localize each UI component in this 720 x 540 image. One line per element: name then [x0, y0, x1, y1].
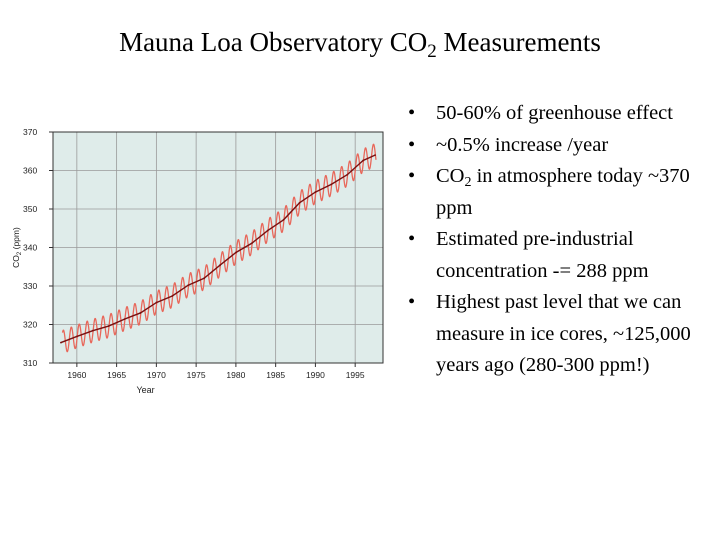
trend-point [107, 325, 110, 327]
trend-point [234, 251, 237, 254]
x-tick-label: 1970 [147, 370, 166, 380]
trend-point [203, 277, 205, 280]
trend-point [346, 173, 349, 176]
axis-ticks: 1960 1965 1970 1975 1980 1985 1990 1995 310 320 33… [23, 127, 365, 380]
y-tick-label: 350 [23, 204, 37, 214]
slide-title: Mauna Loa Observatory CO2 Measurements [119, 27, 601, 62]
trend-point [91, 329, 94, 332]
bullet-item: ~0.5% increase /year [405, 130, 710, 162]
x-axis-label: Year [136, 385, 154, 395]
bullet-item: Estimated pre-industrial concentration -… [405, 224, 710, 287]
x-tick-label: 1980 [226, 370, 245, 380]
series-layer [60, 143, 377, 353]
x-tick-label: 1985 [266, 370, 285, 380]
trend-point [75, 335, 78, 338]
trend-point [266, 229, 269, 232]
y-tick-label: 360 [23, 166, 37, 176]
trend-point [123, 318, 126, 321]
bullet-item: 50-60% of greenhouse effect [405, 98, 710, 130]
trend-point [155, 301, 158, 304]
x-tick-label: 1995 [346, 370, 365, 380]
y-tick-label: 320 [23, 320, 37, 330]
x-tick-label: 1960 [67, 370, 86, 380]
trend-point [219, 264, 221, 267]
co2-chart-svg: 1960 1965 1970 1975 1980 1985 1990 1995 310 320 33… [11, 127, 384, 395]
trend-point [187, 284, 190, 287]
trend-point [362, 159, 365, 162]
y-tick-label: 370 [23, 127, 37, 137]
x-tick-label: 1975 [187, 370, 206, 380]
y-tick-label: 330 [23, 281, 37, 291]
y-tick-label: 340 [23, 243, 37, 253]
y-axis-label: CO2 (ppm) [11, 227, 23, 268]
trend-point [314, 191, 317, 193]
trend-point [139, 312, 142, 314]
co2-chart: 1960 1965 1970 1975 1980 1985 1990 1995 310 320 33… [10, 120, 390, 410]
bullet-list: 50-60% of greenhouse effect ~0.5% increa… [405, 98, 710, 382]
x-tick-label: 1990 [306, 370, 325, 380]
bullet-item: CO2 in atmosphere today ~370 ppm [405, 161, 710, 224]
trend-point [298, 201, 301, 204]
trend-point [374, 154, 376, 156]
trend-point [60, 341, 62, 344]
trend-point [250, 242, 253, 245]
bullet-item: Highest past level that we can measure i… [405, 287, 710, 382]
x-tick-label: 1965 [107, 370, 126, 380]
trend-point [171, 295, 174, 297]
trend-point [282, 218, 285, 221]
y-tick-label: 310 [23, 358, 37, 368]
trend-point [330, 183, 333, 186]
